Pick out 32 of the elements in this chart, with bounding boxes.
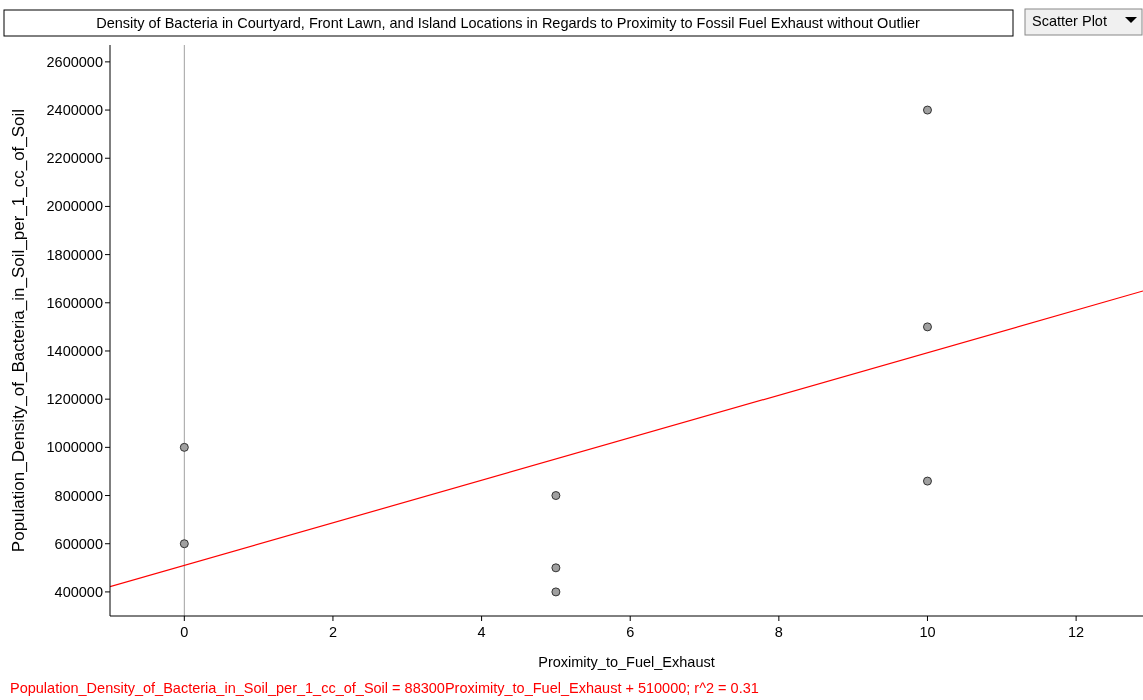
chart-title: Density of Bacteria in Courtyard, Front Lawn, and Island Locations in Regards to Proximity to Fossil Fuel Exhaust without Outlier [96,15,920,31]
y-tick-label: 1600000 [46,294,103,311]
y-tick-label: 1000000 [46,439,103,456]
point [551,563,561,573]
text: Population_Density_of_Bacteria_in_Soil_per_1_cc_of_Soil = 88300Proximity_to_Fuel_Exhaust + 510000; r^2 = 0.31 [10,680,759,696]
y-tick-label: 600000 [54,535,103,552]
y-tick-label: 2000000 [46,198,103,215]
point [551,491,561,501]
y-tick-label: 2600000 [46,53,103,70]
point [179,539,189,549]
x-tick-label: 12 [1068,624,1085,640]
x-tick-label: 10 [919,624,936,640]
point [179,442,189,452]
x-axis-title: Proximity_to_Fuel_Exhaust [538,654,715,670]
point [551,587,561,597]
y-tick-label: 1200000 [46,391,103,408]
x-tick-label: 2 [328,624,337,640]
y-tick-label: 400000 [54,583,103,600]
point [922,322,932,332]
y-tick-label: 1400000 [46,342,103,359]
x-tick-label: 8 [774,624,783,640]
x-tick-label: 4 [477,624,486,640]
dropdown-control: Scatter Plot [1024,8,1143,36]
y-axis-title: Population_Density_of_Bacteria_in_Soil_per_1_cc_of_Soil [9,108,28,553]
x-tick-label: 6 [626,624,635,640]
point [922,105,932,115]
point [922,476,932,486]
x-tick-label: 0 [180,624,189,640]
y-tick-label: 2400000 [46,102,103,119]
y-tick-label: 800000 [54,487,103,504]
y-tick-label: 2200000 [46,150,103,167]
y-tick-label: 1800000 [46,246,103,263]
